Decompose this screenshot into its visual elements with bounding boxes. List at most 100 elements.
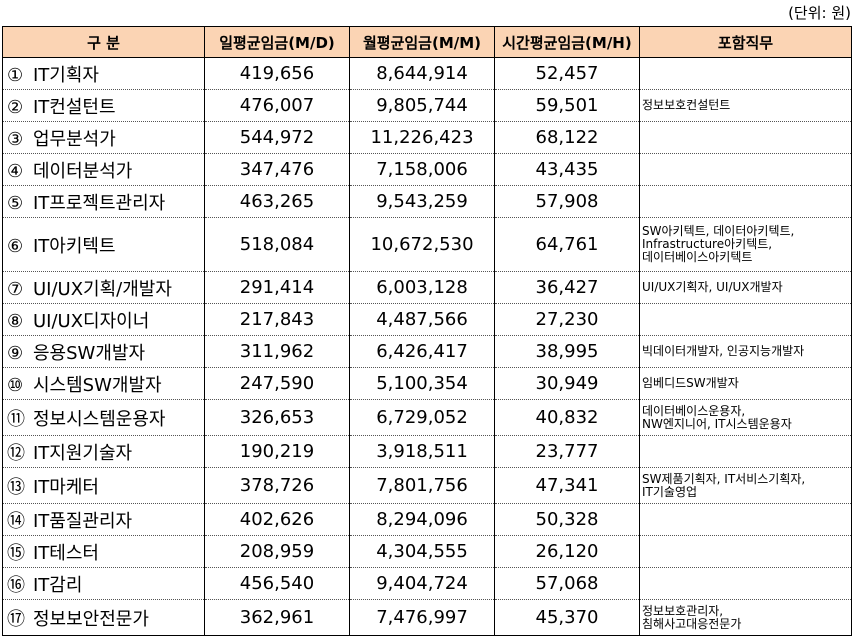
included-duties-cell bbox=[639, 121, 852, 154]
hourly-wage-cell: 30,949 bbox=[494, 367, 640, 400]
row-number: ⑧ bbox=[7, 310, 24, 332]
row-number: ⑦ bbox=[7, 278, 24, 300]
daily-wage-cell: 326,653 bbox=[204, 399, 350, 436]
monthly-wage-cell: 4,487,566 bbox=[349, 303, 495, 336]
hourly-wage-cell: 50,328 bbox=[494, 503, 640, 536]
job-name: UI/UX기획/개발자 bbox=[33, 278, 172, 300]
table-row: ⑨ 응용SW개발자 311,962 6,426,417 38,995 빅데이터개발자, 인… bbox=[2, 335, 852, 368]
monthly-wage-cell: 11,226,423 bbox=[349, 121, 495, 154]
duty-line: 침해사고대응전문가 bbox=[642, 616, 742, 631]
job-category-cell: ③ 업무분석가 bbox=[2, 121, 205, 154]
row-number: ② bbox=[7, 96, 24, 118]
job-category-cell: ② IT컨설턴트 bbox=[2, 89, 205, 122]
monthly-wage-cell: 7,476,997 bbox=[349, 599, 495, 636]
monthly-wage-cell: 4,304,555 bbox=[349, 535, 495, 568]
monthly-wage-cell: 9,805,744 bbox=[349, 89, 495, 122]
row-number: ⑭ bbox=[7, 510, 25, 532]
table-row: ⑦ UI/UX기획/개발자 291,414 6,003,128 36,427 UI/UX기… bbox=[2, 271, 852, 304]
table-row: ③ 업무분석가 544,972 11,226,423 68,122 bbox=[2, 121, 852, 154]
row-number: ③ bbox=[7, 128, 24, 150]
table-row: ⑩ 시스템SW개발자 247,590 5,100,354 30,949 임베디드SW개발자 bbox=[2, 367, 852, 400]
duty-line: 정보보호컨설턴트 bbox=[642, 98, 731, 112]
job-name: 업무분석가 bbox=[33, 128, 116, 150]
hourly-wage-cell: 38,995 bbox=[494, 335, 640, 368]
monthly-wage-cell: 6,426,417 bbox=[349, 335, 495, 368]
table-row: ⑭ IT품질관리자 402,626 8,294,096 50,328 bbox=[2, 503, 852, 536]
header-daily-wage: 일평균임금(M/D) bbox=[204, 26, 350, 58]
hourly-wage-cell: 57,068 bbox=[494, 567, 640, 600]
included-duties-cell: 정보보호관리자, 침해사고대응전문가 bbox=[639, 599, 852, 636]
table-row: ⑥ IT아키텍트 518,084 10,672,530 64,761 SW아키텍트, 데이… bbox=[2, 217, 852, 272]
monthly-wage-cell: 9,404,724 bbox=[349, 567, 495, 600]
monthly-wage-cell: 10,672,530 bbox=[349, 217, 495, 272]
job-name: IT컨설턴트 bbox=[33, 96, 116, 118]
duty-line: Infrastructure아키텍트, bbox=[642, 237, 773, 251]
hourly-wage-cell: 45,370 bbox=[494, 599, 640, 636]
job-category-cell: ⑬ IT마케터 bbox=[2, 467, 205, 504]
daily-wage-cell: 291,414 bbox=[204, 271, 350, 304]
hourly-wage-cell: 59,501 bbox=[494, 89, 640, 122]
hourly-wage-cell: 23,777 bbox=[494, 435, 640, 468]
job-name: IT품질관리자 bbox=[33, 510, 133, 532]
job-category-cell: ⑨ 응용SW개발자 bbox=[2, 335, 205, 368]
hourly-wage-cell: 27,230 bbox=[494, 303, 640, 336]
daily-wage-cell: 247,590 bbox=[204, 367, 350, 400]
included-duties-cell: 빅데이터개발자, 인공지능개발자 bbox=[639, 335, 852, 368]
hourly-wage-cell: 52,457 bbox=[494, 57, 640, 90]
hourly-wage-cell: 43,435 bbox=[494, 153, 640, 186]
job-name: 정보시스템운용자 bbox=[33, 408, 166, 430]
monthly-wage-cell: 3,918,511 bbox=[349, 435, 495, 468]
job-category-cell: ⑦ UI/UX기획/개발자 bbox=[2, 271, 205, 304]
daily-wage-cell: 463,265 bbox=[204, 185, 350, 218]
hourly-wage-cell: 40,832 bbox=[494, 399, 640, 436]
job-category-cell: ⑧ UI/UX디자이너 bbox=[2, 303, 205, 336]
duty-line: 임베디드SW개발자 bbox=[642, 376, 739, 390]
daily-wage-cell: 378,726 bbox=[204, 467, 350, 504]
table-body: ① IT기획자 419,656 8,644,914 52,457 ② IT컨설턴트 476,0… bbox=[2, 57, 852, 636]
monthly-wage-cell: 9,543,259 bbox=[349, 185, 495, 218]
table-row: ⑪ 정보시스템운용자 326,653 6,729,052 40,832 데이터베이스운용자… bbox=[2, 399, 852, 436]
included-duties-cell bbox=[639, 435, 852, 468]
job-category-cell: ⑤ IT프로젝트관리자 bbox=[2, 185, 205, 218]
table-row: ⑮ IT테스터 208,959 4,304,555 26,120 bbox=[2, 535, 852, 568]
job-category-cell: ⑭ IT품질관리자 bbox=[2, 503, 205, 536]
row-number: ⑯ bbox=[7, 574, 25, 596]
included-duties-cell bbox=[639, 153, 852, 186]
wage-table: 구 분 일평균임금(M/D) 월평균임금(M/M) 시간평균임금(M/H) 포함… bbox=[2, 26, 852, 636]
included-duties-cell bbox=[639, 185, 852, 218]
job-category-cell: ⑫ IT지원기술자 bbox=[2, 435, 205, 468]
job-name: IT기획자 bbox=[33, 64, 99, 86]
monthly-wage-cell: 8,294,096 bbox=[349, 503, 495, 536]
table-row: ① IT기획자 419,656 8,644,914 52,457 bbox=[2, 57, 852, 90]
row-number: ⑥ bbox=[7, 235, 24, 257]
daily-wage-cell: 518,084 bbox=[204, 217, 350, 272]
row-number: ① bbox=[7, 64, 24, 86]
table-row: ⑰ 정보보안전문가 362,961 7,476,997 45,370 정보보호관리자, 침해… bbox=[2, 599, 852, 636]
daily-wage-cell: 456,540 bbox=[204, 567, 350, 600]
row-number: ⑨ bbox=[7, 342, 24, 364]
job-category-cell: ⑥ IT아키텍트 bbox=[2, 217, 205, 272]
daily-wage-cell: 190,219 bbox=[204, 435, 350, 468]
monthly-wage-cell: 5,100,354 bbox=[349, 367, 495, 400]
row-number: ⑤ bbox=[7, 192, 24, 214]
table-row: ② IT컨설턴트 476,007 9,805,744 59,501 정보보호컨설턴트 bbox=[2, 89, 852, 122]
daily-wage-cell: 476,007 bbox=[204, 89, 350, 122]
daily-wage-cell: 544,972 bbox=[204, 121, 350, 154]
hourly-wage-cell: 64,761 bbox=[494, 217, 640, 272]
duty-line: 정보보호관리자, bbox=[642, 603, 724, 618]
job-category-cell: ⑪ 정보시스템운용자 bbox=[2, 399, 205, 436]
duty-line: IT기술영업 bbox=[642, 484, 698, 499]
job-name: IT프로젝트관리자 bbox=[33, 192, 166, 214]
row-number: ④ bbox=[7, 160, 24, 182]
duty-line: 빅데이터개발자, 인공지능개발자 bbox=[642, 344, 805, 358]
monthly-wage-cell: 6,729,052 bbox=[349, 399, 495, 436]
included-duties-cell bbox=[639, 303, 852, 336]
hourly-wage-cell: 57,908 bbox=[494, 185, 640, 218]
table-row: ⑧ UI/UX디자이너 217,843 4,487,566 27,230 bbox=[2, 303, 852, 336]
monthly-wage-cell: 6,003,128 bbox=[349, 271, 495, 304]
job-name: IT지원기술자 bbox=[33, 442, 133, 464]
job-category-cell: ⑰ 정보보안전문가 bbox=[2, 599, 205, 636]
job-category-cell: ⑮ IT테스터 bbox=[2, 535, 205, 568]
duty-line: NW엔지니어, IT시스템운용자 bbox=[642, 416, 792, 431]
daily-wage-cell: 362,961 bbox=[204, 599, 350, 636]
